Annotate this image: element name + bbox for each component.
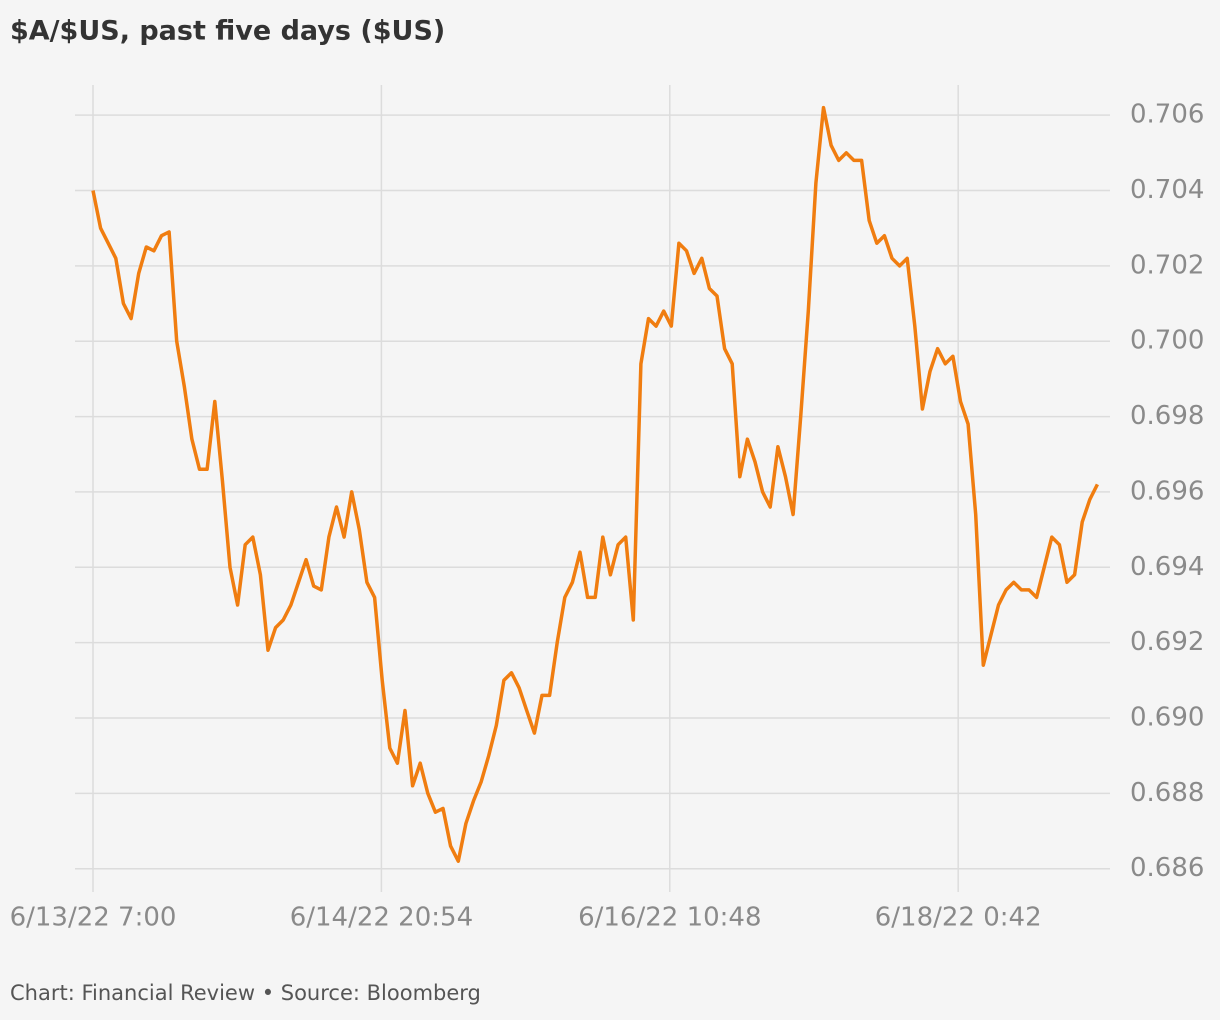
y-tick-label: 0.698 (1130, 401, 1204, 431)
y-tick-label: 0.688 (1130, 778, 1204, 808)
y-tick-label: 0.696 (1130, 476, 1204, 506)
chart-title: $A/$US, past five days ($US) (10, 16, 445, 47)
x-tick-label: 6/18/22 0:42 (875, 903, 1042, 933)
y-tick-label: 0.702 (1130, 250, 1204, 280)
x-tick-label: 6/14/22 20:54 (290, 903, 473, 933)
y-tick-label: 0.686 (1130, 853, 1204, 883)
line (91, 105, 1099, 863)
x-tick-label: 6/16/22 10:48 (578, 903, 761, 933)
y-tick-label: 0.694 (1130, 552, 1204, 582)
y-tick-label: 0.690 (1130, 702, 1204, 732)
y-tick-label: 0.700 (1130, 326, 1204, 356)
y-tick-label: 0.704 (1130, 175, 1204, 205)
x-tick-label: 6/13/22 7:00 (10, 903, 177, 933)
chart-footer: Chart: Financial Review • Source: Bloomb… (10, 981, 481, 1005)
y-tick-label: 0.706 (1130, 100, 1204, 130)
y-tick-label: 0.692 (1130, 627, 1204, 657)
